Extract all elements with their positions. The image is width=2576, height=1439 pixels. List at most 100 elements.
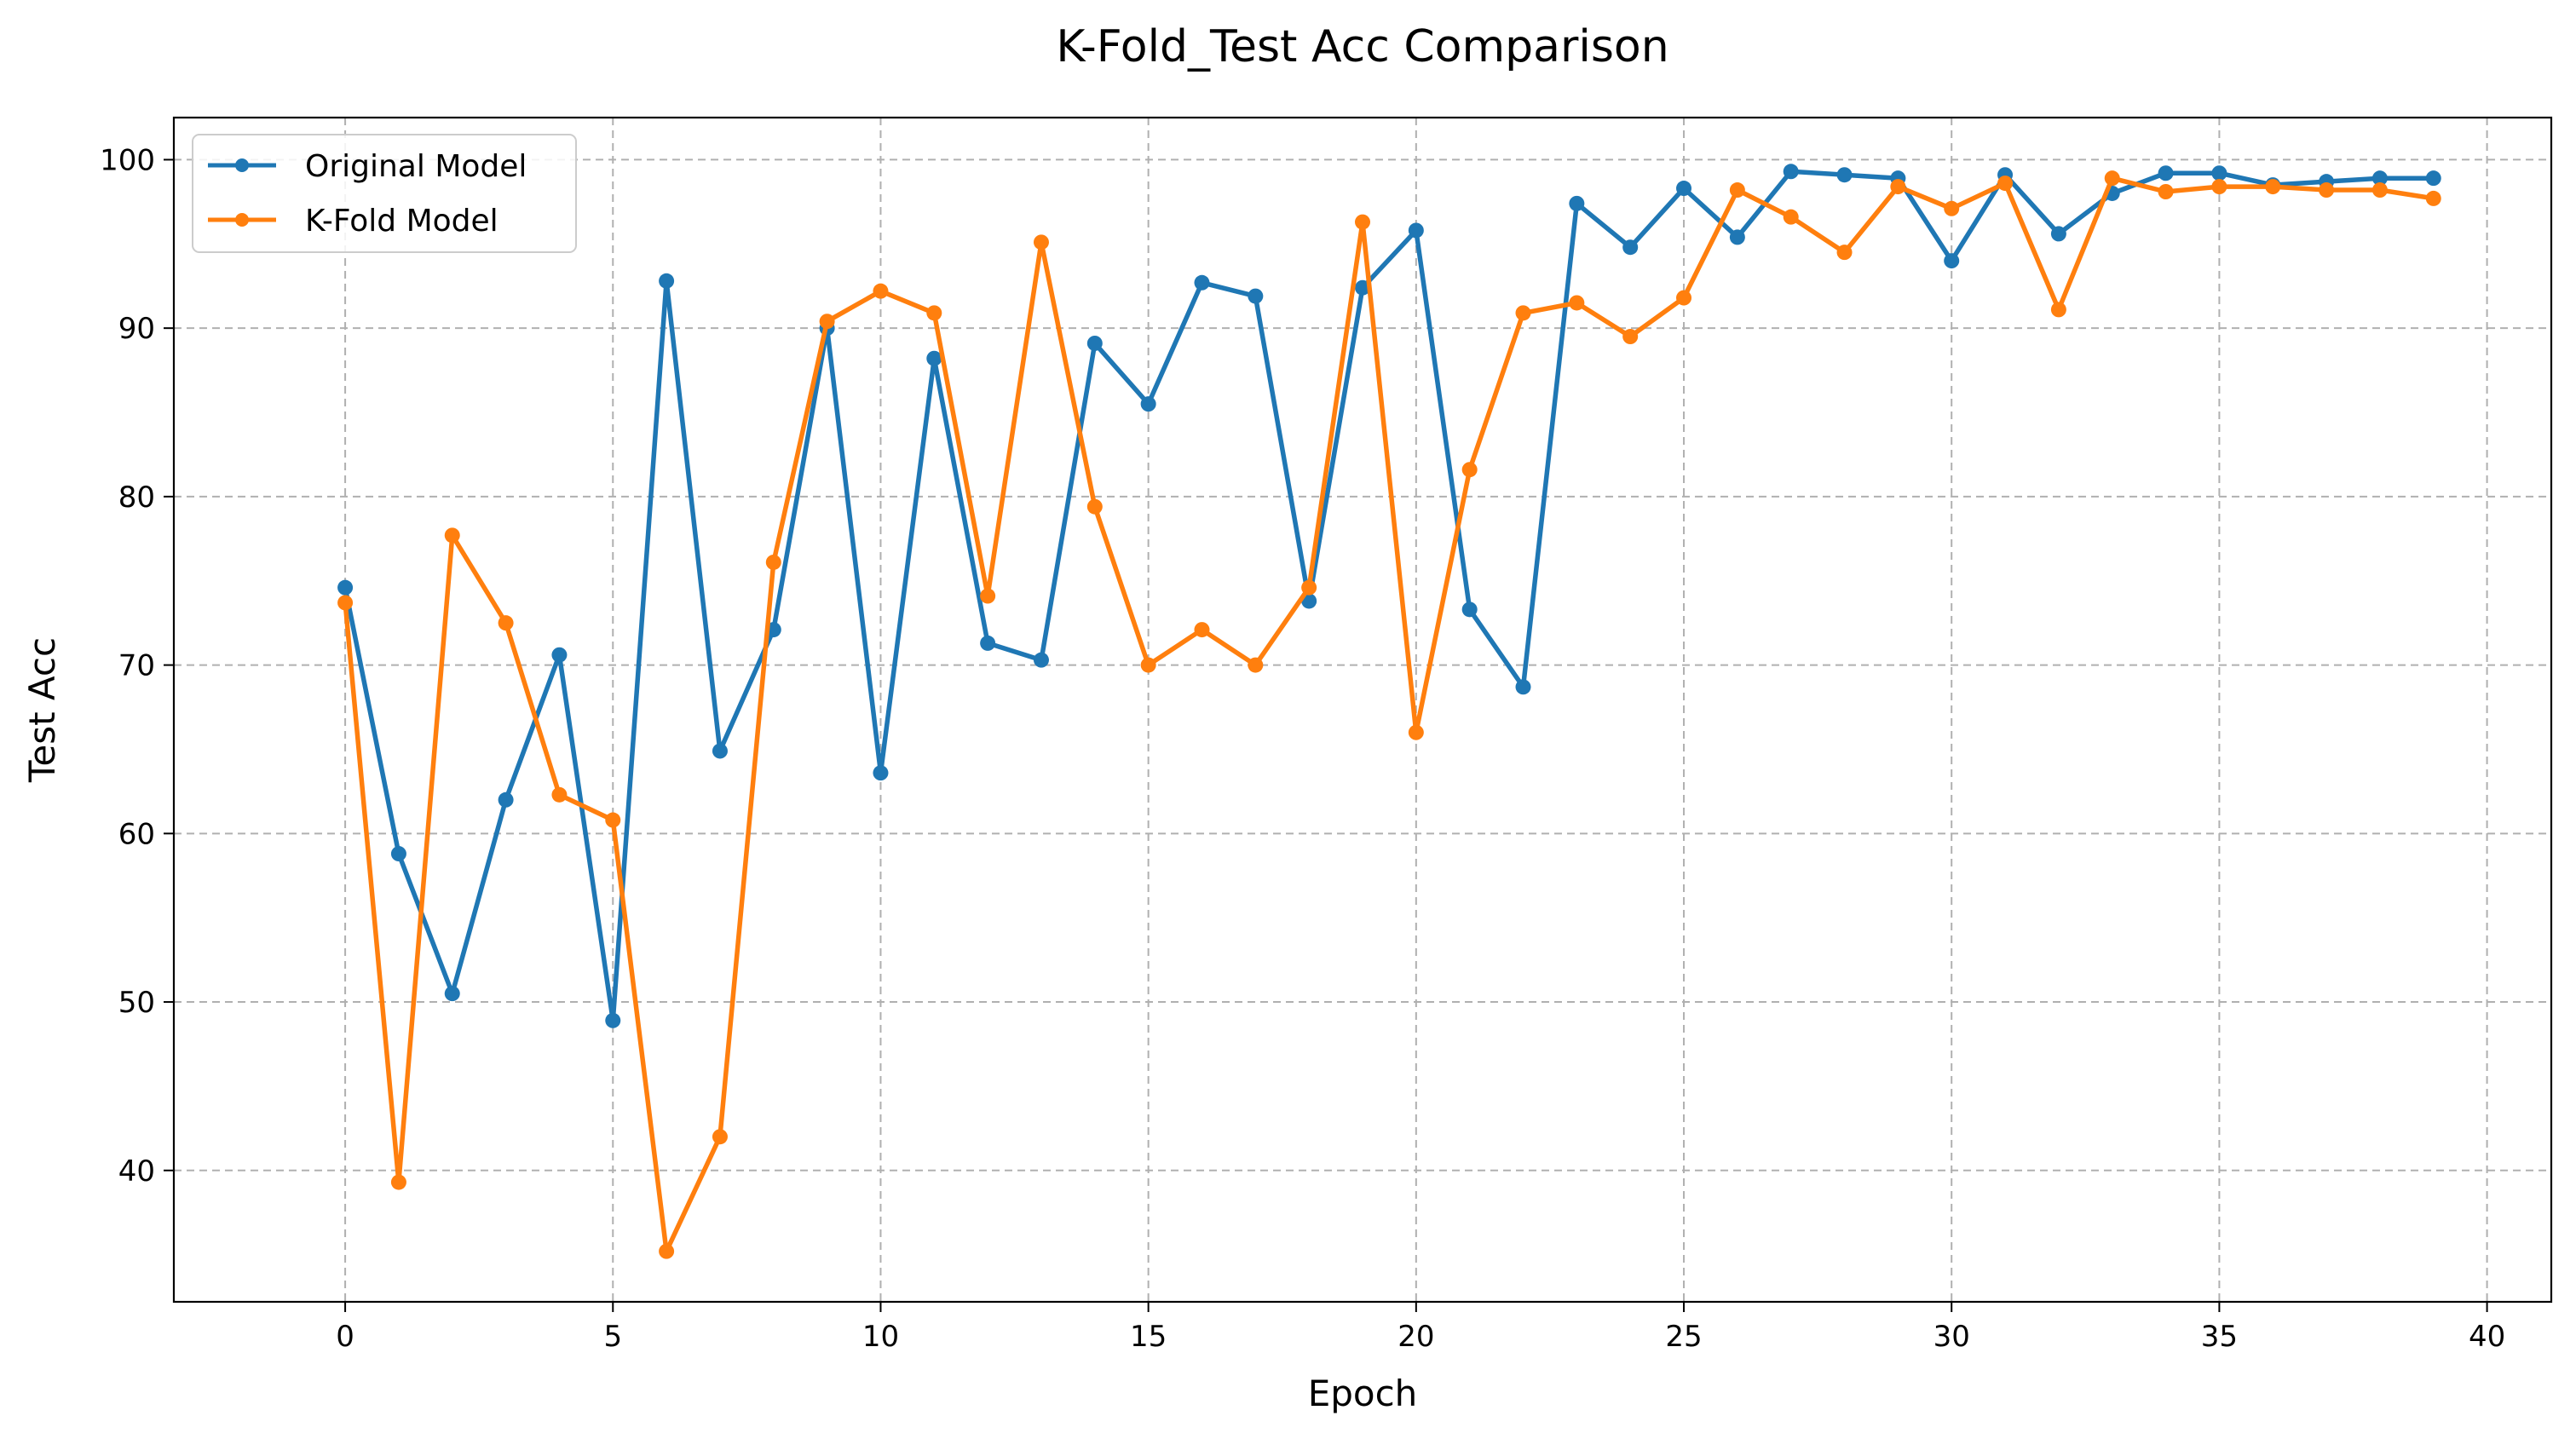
data-point-original-model: [2050, 226, 2066, 242]
data-point-k-fold-model: [2319, 182, 2335, 199]
data-point-original-model: [1622, 239, 1639, 256]
data-point-k-fold-model: [1194, 622, 1210, 638]
data-point-k-fold-model: [605, 812, 621, 828]
data-point-original-model: [1086, 335, 1103, 351]
x-tick-label: 15: [1130, 1320, 1167, 1354]
x-tick-label: 20: [1397, 1320, 1434, 1354]
data-point-original-model: [498, 791, 514, 808]
data-point-k-fold-model: [1622, 329, 1639, 345]
data-point-original-model: [659, 273, 675, 289]
data-point-k-fold-model: [1569, 295, 1585, 311]
x-tick-label: 5: [603, 1320, 622, 1354]
data-point-k-fold-model: [1783, 209, 1799, 225]
data-point-k-fold-model: [1944, 200, 1960, 216]
data-point-k-fold-model: [390, 1174, 406, 1190]
chart-title: K-Fold_Test Acc Comparison: [1056, 21, 1668, 72]
data-point-k-fold-model: [444, 527, 460, 544]
y-axis-label: Test Acc: [21, 637, 63, 783]
data-point-k-fold-model: [2425, 190, 2441, 206]
data-point-k-fold-model: [551, 786, 568, 803]
data-point-original-model: [1408, 222, 1424, 239]
legend: Original Model K-Fold Model: [192, 134, 577, 253]
series-line-k-fold-model: [343, 176, 2436, 1254]
data-point-k-fold-model: [980, 588, 996, 604]
plot-frame: [172, 116, 2553, 1304]
data-point-k-fold-model: [1355, 214, 1370, 230]
data-point-k-fold-model: [2265, 179, 2281, 195]
legend-box: [192, 134, 577, 253]
data-point-k-fold-model: [337, 595, 354, 611]
data-point-k-fold-model: [1461, 462, 1478, 478]
y-tick-label: 80: [118, 481, 155, 515]
x-tick-label: 10: [862, 1320, 899, 1354]
data-point-k-fold-model: [1515, 305, 1531, 321]
y-tick-label: 40: [118, 1154, 155, 1189]
x-tick-label: 0: [336, 1320, 354, 1354]
y-tick-label: 70: [118, 649, 155, 683]
ticks: 0 5 10 15 20 25 30 35 40 40 50 60 70 80 90 100: [100, 143, 2505, 1354]
series-group: [337, 164, 2441, 1259]
y-tick-label: 50: [118, 986, 155, 1020]
data-point-k-fold-model: [873, 283, 889, 299]
data-point-original-model: [1355, 279, 1370, 296]
data-point-k-fold-model: [1301, 579, 1317, 596]
data-point-original-model: [2158, 165, 2174, 181]
data-point-k-fold-model: [1836, 245, 1853, 261]
data-point-original-model: [712, 743, 728, 759]
data-point-original-model: [980, 635, 996, 651]
data-point-original-model: [337, 579, 354, 596]
legend-label-kfold-model: K-Fold Model: [305, 204, 498, 239]
x-tick-label: 25: [1665, 1320, 1702, 1354]
data-point-original-model: [444, 986, 460, 1002]
data-point-k-fold-model: [1408, 724, 1424, 740]
legend-marker-kfold-model: [235, 213, 249, 227]
data-point-k-fold-model: [2050, 302, 2066, 318]
data-point-k-fold-model: [765, 554, 781, 570]
data-point-original-model: [390, 846, 406, 862]
data-point-k-fold-model: [1248, 657, 1264, 673]
legend-label-original-model: Original Model: [305, 149, 527, 184]
x-tick-label: 40: [2469, 1320, 2505, 1354]
x-tick-label: 30: [1933, 1320, 1970, 1354]
data-point-k-fold-model: [712, 1129, 728, 1145]
y-tick-label: 90: [118, 312, 155, 346]
data-point-original-model: [2371, 170, 2388, 187]
x-tick-label: 35: [2201, 1320, 2238, 1354]
data-point-original-model: [1783, 164, 1799, 180]
data-point-original-model: [1836, 167, 1853, 183]
data-point-original-model: [1248, 288, 1264, 304]
grid: [174, 118, 2551, 1302]
data-point-k-fold-model: [1033, 234, 1049, 250]
data-point-k-fold-model: [926, 305, 942, 321]
data-point-original-model: [1461, 602, 1478, 618]
data-point-k-fold-model: [2158, 183, 2174, 199]
data-point-original-model: [1729, 229, 1745, 245]
data-point-original-model: [2425, 170, 2441, 187]
data-point-k-fold-model: [1890, 179, 1906, 195]
data-point-original-model: [1944, 253, 1960, 269]
data-point-k-fold-model: [2211, 179, 2227, 195]
data-point-k-fold-model: [659, 1243, 675, 1259]
y-tick-label: 100: [100, 143, 155, 177]
legend-marker-original-model: [235, 158, 249, 172]
data-point-k-fold-model: [1729, 182, 1745, 199]
data-point-original-model: [1676, 181, 1692, 197]
data-point-original-model: [1515, 679, 1531, 695]
data-point-original-model: [1194, 274, 1210, 291]
data-point-k-fold-model: [1676, 290, 1692, 306]
data-point-k-fold-model: [2371, 182, 2388, 199]
x-axis-label: Epoch: [1308, 1373, 1418, 1414]
y-tick-label: 60: [118, 817, 155, 851]
data-point-k-fold-model: [498, 615, 514, 631]
data-point-original-model: [1569, 195, 1585, 211]
data-point-original-model: [605, 1012, 621, 1028]
data-point-k-fold-model: [1086, 498, 1103, 515]
data-point-original-model: [873, 765, 889, 781]
data-point-original-model: [1140, 396, 1156, 412]
data-point-k-fold-model: [1140, 657, 1156, 673]
data-point-original-model: [1033, 652, 1049, 668]
data-point-original-model: [2211, 165, 2227, 181]
data-point-k-fold-model: [2104, 170, 2120, 187]
series-line-original-model: [343, 169, 2436, 1023]
